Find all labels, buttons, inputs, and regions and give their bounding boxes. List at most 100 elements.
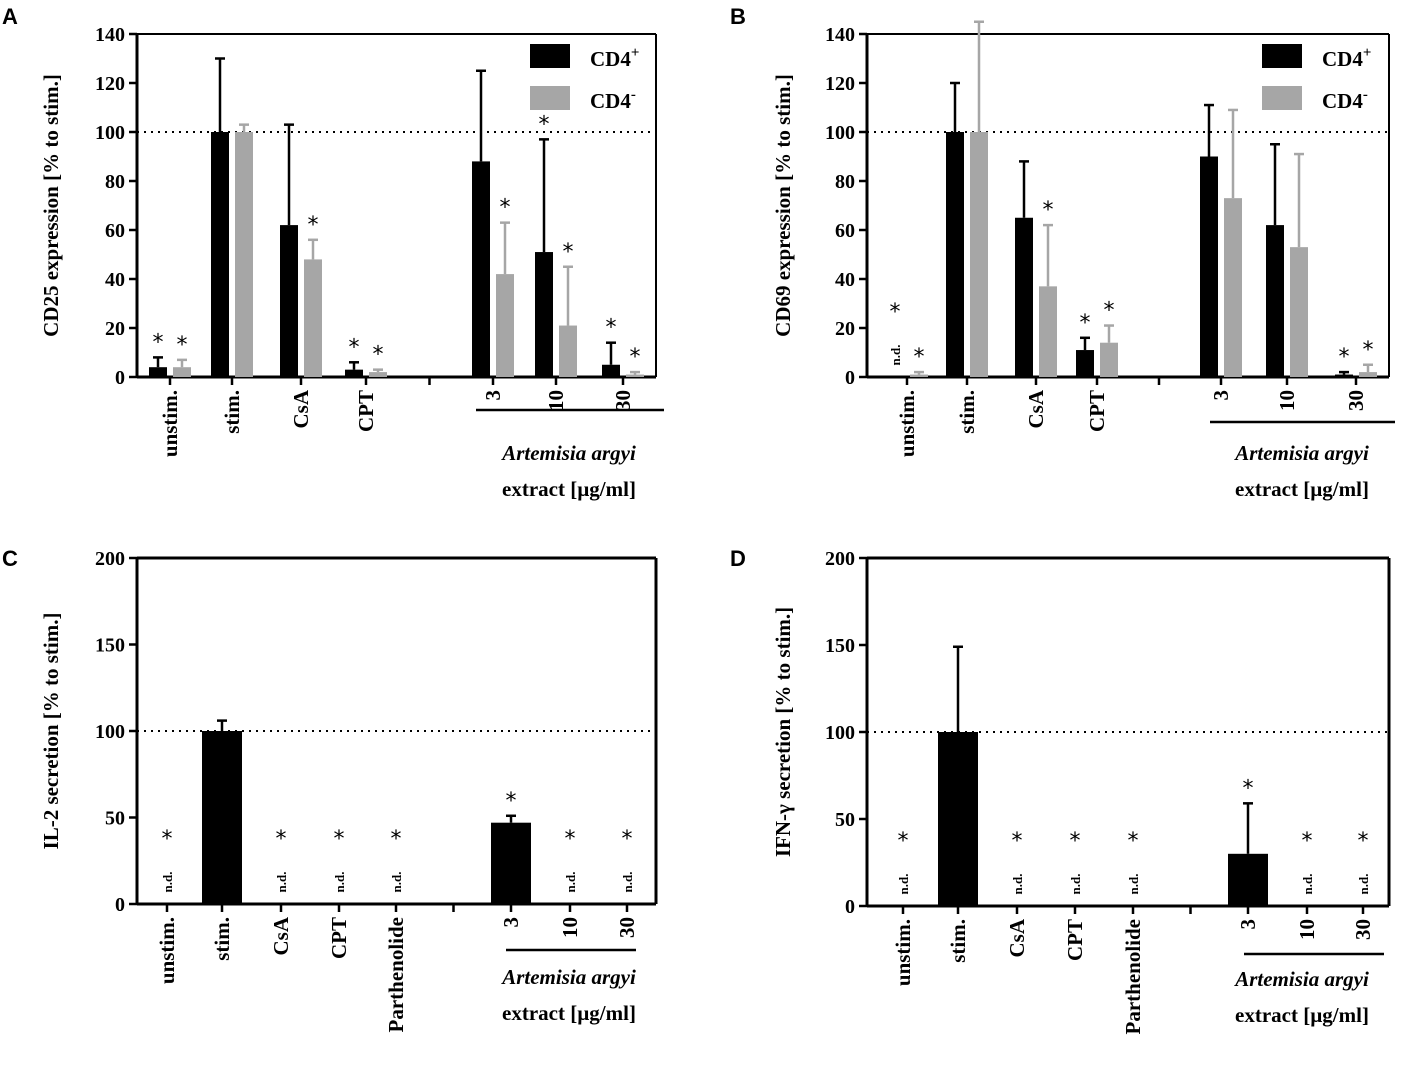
bar-cd4 <box>211 132 229 377</box>
x-tick-label: stim. <box>220 390 244 434</box>
bar-cd4 <box>1200 156 1218 377</box>
significance-star: * <box>500 196 511 221</box>
x-tick-label: unstim. <box>155 917 179 984</box>
nd-label: n.d. <box>1356 874 1371 895</box>
x-tick-label: stim. <box>955 390 979 434</box>
significance-star: * <box>177 333 188 358</box>
panel-letter: C <box>2 546 18 571</box>
y-tick-label: 200 <box>825 548 855 570</box>
group-label-species: Artemisia argyi <box>1233 441 1369 465</box>
bar-cd4 <box>1359 372 1377 377</box>
chart-panel-d: D 0 50 100 150 200 IFN-γ secretion [% to stim.… <box>730 546 1391 1035</box>
legend-swatch <box>1262 86 1302 110</box>
nd-label: n.d. <box>274 872 289 893</box>
bar-il2 <box>202 731 242 904</box>
y-tick-label: 0 <box>115 367 125 389</box>
significance-star: * <box>1302 829 1313 854</box>
significance-star: * <box>308 213 319 238</box>
bar-cd4 <box>1266 225 1284 377</box>
x-tick-label: unstim. <box>895 390 919 457</box>
group-label-unit: extract [µg/ml] <box>1235 1003 1369 1027</box>
group-label-unit: extract [µg/ml] <box>1235 477 1369 501</box>
y-tick-label: 60 <box>835 220 855 242</box>
y-tick-label: 140 <box>95 24 125 46</box>
significance-star: * <box>1339 345 1350 370</box>
y-tick-label: 150 <box>95 635 125 657</box>
bar-cd4 <box>1039 286 1057 377</box>
bar-cd4 <box>472 161 490 377</box>
y-tick-label: 120 <box>95 73 125 95</box>
significance-star: * <box>898 829 909 854</box>
legend-swatch <box>530 86 570 110</box>
x-tick-label: 10 <box>1275 390 1299 411</box>
legend-swatch <box>530 44 570 68</box>
group-label-species: Artemisia argyi <box>1233 967 1369 991</box>
significance-star: * <box>914 345 925 370</box>
legend-label-sup: + <box>631 45 640 61</box>
x-tick-label: Parthenolide <box>384 917 408 1033</box>
y-axis-label: CD69 expression [% to stim.] <box>771 74 795 337</box>
nd-label: n.d. <box>896 874 911 895</box>
x-tick-label: stim. <box>946 919 970 963</box>
bar-cd4 <box>1076 350 1094 377</box>
legend-label-sup: + <box>1363 45 1372 61</box>
legend-label-name: CD4 <box>1322 47 1363 71</box>
y-tick-label: 150 <box>825 635 855 657</box>
panel-letter: B <box>730 4 746 29</box>
nd-label: n.d. <box>160 872 175 893</box>
nd-label: n.d. <box>888 345 903 366</box>
chart-panel-c: C 0 50 100 150 200 IL-2 secretion [% to stim.]… <box>2 546 658 1033</box>
nd-label: n.d. <box>1126 874 1141 895</box>
significance-star: * <box>1043 198 1054 223</box>
y-tick-label: 50 <box>105 808 125 830</box>
nd-label: n.d. <box>332 872 347 893</box>
x-tick-label: Parthenolide <box>1121 919 1145 1035</box>
y-tick-label: 100 <box>825 722 855 744</box>
y-tick-label: 50 <box>835 809 855 831</box>
nd-label: n.d. <box>389 872 404 893</box>
y-tick-label: 40 <box>835 269 855 291</box>
legend-swatch <box>1262 44 1302 68</box>
x-tick-label: 30 <box>1351 919 1375 940</box>
y-tick-label: 100 <box>95 122 125 144</box>
bar-cd4 <box>559 325 577 377</box>
nd-label: n.d. <box>1068 874 1083 895</box>
bar-cd4 <box>1290 247 1308 377</box>
x-tick-label: CsA <box>269 916 293 955</box>
significance-star: * <box>373 343 384 368</box>
bar-cd4 <box>496 274 514 377</box>
legend-label-name: CD4 <box>590 47 631 71</box>
group-label-species: Artemisia argyi <box>500 965 636 989</box>
bar-cd4 <box>970 132 988 377</box>
panel-letter: D <box>730 546 746 571</box>
significance-star: * <box>1104 299 1115 324</box>
y-tick-label: 60 <box>105 220 125 242</box>
significance-star: * <box>606 316 617 341</box>
significance-star: * <box>539 112 550 137</box>
significance-star: * <box>890 300 901 325</box>
x-tick-label: 10 <box>1295 919 1319 940</box>
x-tick-label: 30 <box>1344 390 1368 411</box>
legend: CD4+CD4- <box>530 44 639 113</box>
x-tick-label: CPT <box>354 390 378 432</box>
bar-cd4 <box>1224 198 1242 377</box>
x-tick-label: CPT <box>1063 919 1087 961</box>
bar-cd4 <box>149 367 167 377</box>
y-tick-label: 40 <box>105 269 125 291</box>
x-tick-label: CsA <box>1005 918 1029 957</box>
x-tick-label: unstim. <box>158 390 182 457</box>
x-tick-label: 3 <box>481 390 505 401</box>
bar-cd4 <box>1015 217 1033 377</box>
significance-star: * <box>565 827 576 852</box>
bar-cd4 <box>535 252 553 377</box>
y-axis-label: IFN-γ secretion [% to stim.] <box>771 607 795 857</box>
legend-label-sup: - <box>631 87 636 103</box>
bar-cd4 <box>173 367 191 377</box>
y-tick-label: 100 <box>825 122 855 144</box>
y-tick-label: 0 <box>845 367 855 389</box>
significance-star: * <box>1070 829 1081 854</box>
significance-star: * <box>334 827 345 852</box>
chart-panel-b: B 0 20 40 60 80 100 120 140 CD69 expression [% to… <box>730 4 1395 501</box>
significance-star: * <box>153 330 164 355</box>
